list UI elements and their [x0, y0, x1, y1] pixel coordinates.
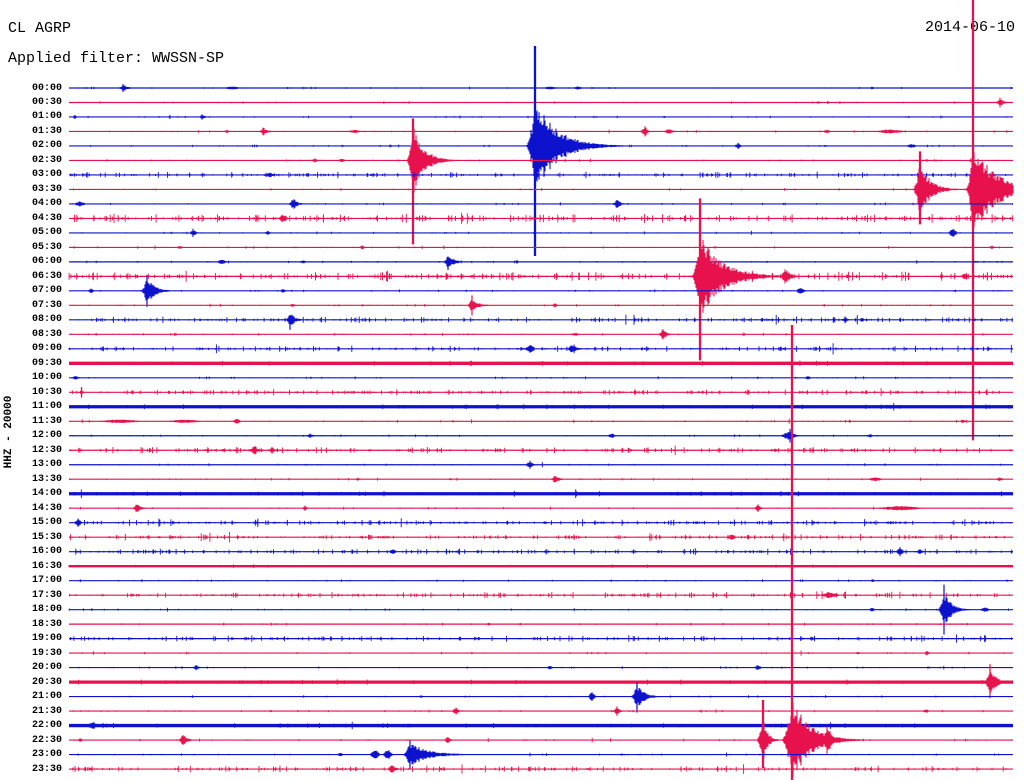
time-label-21:30: 21:30: [31, 705, 62, 717]
time-label-16:00: 16:00: [31, 546, 62, 558]
time-label-15:30: 15:30: [31, 531, 62, 543]
applied-filter-label: Applied filter: WWSSN-SP: [8, 50, 225, 67]
time-label-13:30: 13:30: [31, 473, 62, 485]
time-label-23:30: 23:30: [31, 763, 62, 775]
time-label-06:30: 06:30: [31, 270, 62, 282]
time-label-03:30: 03:30: [31, 183, 62, 195]
time-label-15:00: 15:00: [31, 517, 62, 529]
time-label-01:30: 01:30: [31, 125, 62, 137]
time-label-02:30: 02:30: [31, 154, 62, 166]
time-label-20:00: 20:00: [31, 662, 62, 674]
time-label-16:30: 16:30: [31, 560, 62, 572]
time-label-08:30: 08:30: [31, 328, 62, 340]
time-label-22:30: 22:30: [31, 734, 62, 746]
time-label-03:00: 03:00: [31, 169, 62, 181]
time-label-14:30: 14:30: [31, 502, 62, 514]
time-label-00:30: 00:30: [31, 96, 62, 108]
time-label-10:00: 10:00: [31, 372, 62, 384]
time-label-12:30: 12:30: [31, 444, 62, 456]
time-label-22:00: 22:00: [31, 720, 62, 732]
time-label-09:30: 09:30: [31, 357, 62, 369]
time-label-06:00: 06:00: [31, 256, 62, 268]
time-label-23:00: 23:00: [31, 749, 62, 761]
time-label-07:00: 07:00: [31, 285, 62, 297]
time-label-05:30: 05:30: [31, 241, 62, 253]
time-label-05:00: 05:00: [31, 227, 62, 239]
time-label-11:30: 11:30: [31, 415, 62, 427]
time-label-09:00: 09:00: [31, 343, 62, 355]
time-label-07:30: 07:30: [31, 299, 62, 311]
time-label-12:00: 12:00: [31, 430, 62, 442]
time-label-00:00: 00:00: [31, 82, 62, 94]
time-label-02:00: 02:00: [31, 140, 62, 152]
time-label-13:00: 13:00: [31, 459, 62, 471]
time-label-18:00: 18:00: [31, 604, 62, 616]
time-label-14:00: 14:00: [31, 488, 62, 500]
time-label-18:30: 18:30: [31, 618, 62, 630]
time-label-19:00: 19:00: [31, 633, 62, 645]
time-label-04:30: 04:30: [31, 212, 62, 224]
time-label-08:00: 08:00: [31, 314, 62, 326]
time-label-20:30: 20:30: [31, 676, 62, 688]
time-label-21:00: 21:00: [31, 691, 62, 703]
time-label-01:00: 01:00: [31, 111, 62, 123]
station-code: CL AGRP: [8, 20, 72, 37]
time-label-11:00: 11:00: [31, 401, 62, 413]
time-label-17:00: 17:00: [31, 575, 62, 587]
time-label-17:30: 17:30: [31, 589, 62, 601]
time-label-10:30: 10:30: [31, 386, 62, 398]
time-label-19:30: 19:30: [31, 647, 62, 659]
time-label-04:00: 04:00: [31, 198, 62, 210]
